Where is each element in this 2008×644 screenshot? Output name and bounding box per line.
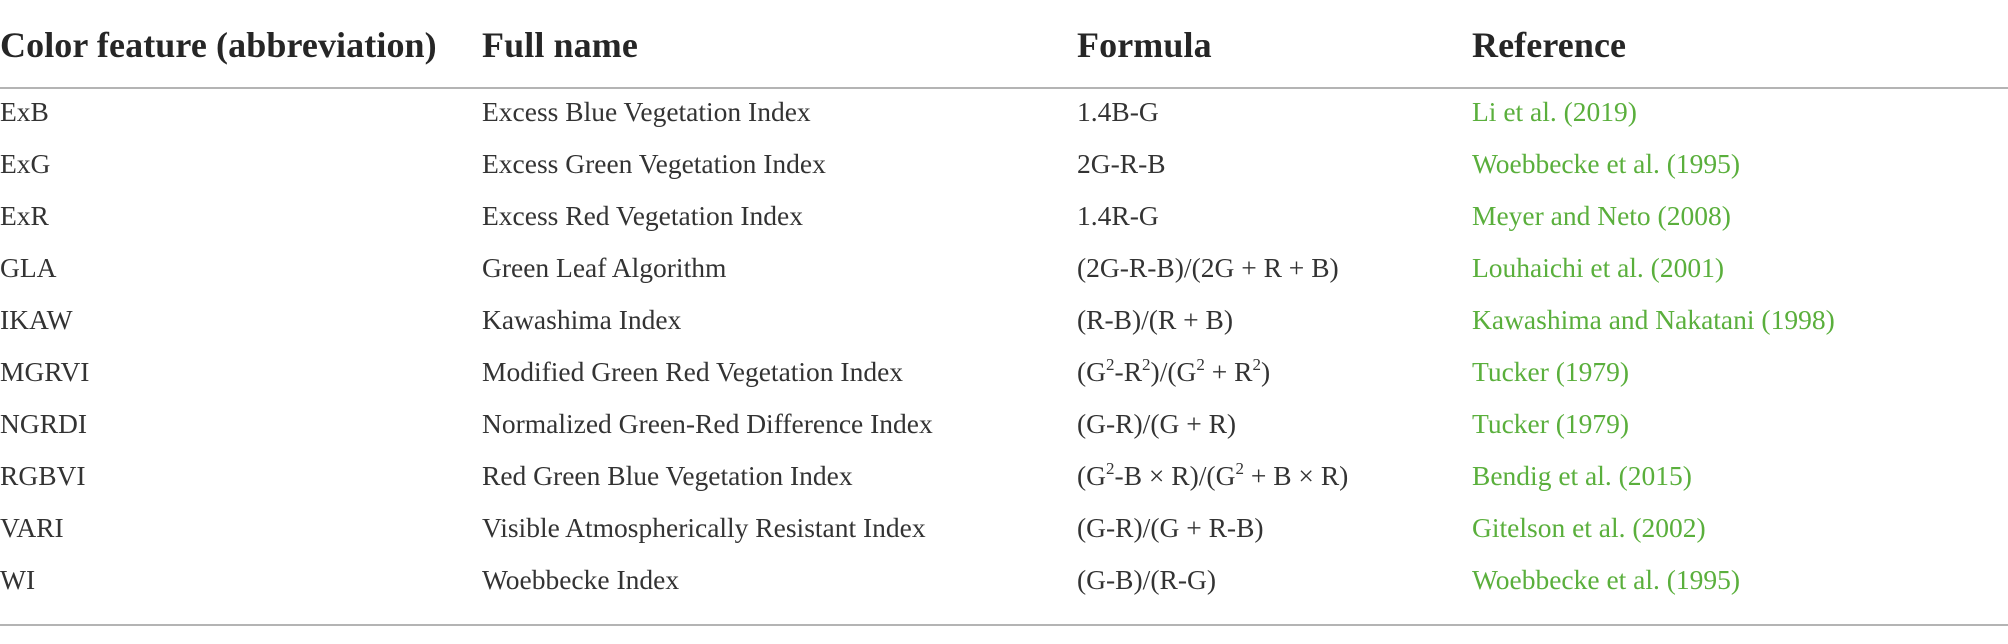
reference-link[interactable]: Tucker (1979) bbox=[1472, 356, 1630, 387]
cell-formula: (2G-R-B)/(2G + R + B) bbox=[1077, 252, 1339, 284]
cell-abbreviation: IKAW bbox=[0, 304, 73, 335]
cell-abbreviation: RGBVI bbox=[0, 460, 86, 491]
table-row: ExB Excess Blue Vegetation Index 1.4B-G Li … bbox=[0, 89, 2008, 141]
cell-full-name: Woebbecke Index bbox=[482, 564, 680, 595]
cell-formula: (G-R)/(G + R) bbox=[1077, 408, 1236, 440]
cell-formula: (R-B)/(R + B) bbox=[1077, 304, 1233, 336]
formula-text: (G-R)/(G + R-B) bbox=[1077, 512, 1264, 543]
formula-text: 1.4B-G bbox=[1077, 96, 1159, 127]
cell-full-name: Red Green Blue Vegetation Index bbox=[482, 460, 853, 491]
reference-link[interactable]: Woebbecke et al. (1995) bbox=[1472, 564, 1741, 595]
header-color-feature: Color feature (abbreviation) bbox=[0, 25, 437, 65]
reference-link[interactable]: Bendig et al. (2015) bbox=[1472, 460, 1692, 491]
cell-formula: 1.4B-G bbox=[1077, 96, 1159, 128]
cell-formula: 2G-R-B bbox=[1077, 148, 1166, 180]
cell-formula: (G2-B × R)/(G2 + B × R) bbox=[1077, 460, 1348, 492]
table-row: RGBVI Red Green Blue Vegetation Index (G2-… bbox=[0, 453, 2008, 505]
table-row: ExR Excess Red Vegetation Index 1.4R-G Meye… bbox=[0, 193, 2008, 245]
formula-text: )/(G bbox=[1150, 356, 1197, 387]
cell-abbreviation: GLA bbox=[0, 252, 57, 283]
table-row: IKAW Kawashima Index (R-B)/(R + B) Kawashim… bbox=[0, 297, 2008, 349]
table-row: VARI Visible Atmospherically Resistant In… bbox=[0, 505, 2008, 557]
table-bottom-rule bbox=[0, 624, 2008, 626]
header-full-name: Full name bbox=[482, 25, 638, 65]
reference-link[interactable]: Gitelson et al. (2002) bbox=[1472, 512, 1706, 543]
reference-link[interactable]: Meyer and Neto (2008) bbox=[1472, 200, 1731, 231]
cell-full-name: Excess Green Vegetation Index bbox=[482, 148, 826, 179]
reference-link[interactable]: Li et al. (2019) bbox=[1472, 96, 1637, 127]
formula-text: (G-B)/(R-G) bbox=[1077, 564, 1216, 595]
cell-abbreviation: ExG bbox=[0, 148, 51, 179]
formula-superscript: 2 bbox=[1142, 355, 1151, 374]
cell-abbreviation: ExR bbox=[0, 200, 49, 231]
table-header-row: Color feature (abbreviation) Full name F… bbox=[0, 0, 2008, 89]
cell-abbreviation: WI bbox=[0, 564, 36, 595]
formula-superscript: 2 bbox=[1252, 355, 1261, 374]
cell-full-name: Kawashima Index bbox=[482, 304, 682, 335]
cell-formula: (G-B)/(R-G) bbox=[1077, 564, 1216, 596]
reference-link[interactable]: Louhaichi et al. (2001) bbox=[1472, 252, 1724, 283]
formula-text: (G-R)/(G + R) bbox=[1077, 408, 1237, 439]
cell-abbreviation: ExB bbox=[0, 96, 49, 127]
header-formula: Formula bbox=[1077, 25, 1212, 65]
formula-text: -B × R)/(G bbox=[1114, 460, 1236, 491]
cell-abbreviation: VARI bbox=[0, 512, 64, 543]
table-row: ExG Excess Green Vegetation Index 2G-R-B Wo… bbox=[0, 141, 2008, 193]
cell-full-name: Green Leaf Algorithm bbox=[482, 252, 727, 283]
table-row: WI Woebbecke Index (G-B)/(R-G) Woebbecke et… bbox=[0, 557, 2008, 609]
formula-text: -R bbox=[1114, 356, 1143, 387]
cell-formula: (G2-R2)/(G2 + R2) bbox=[1077, 356, 1270, 388]
formula-text: (G bbox=[1077, 356, 1107, 387]
formula-text: (R-B)/(R + B) bbox=[1077, 304, 1234, 335]
formula-text: + R bbox=[1204, 356, 1253, 387]
cell-full-name: Normalized Green-Red Difference Index bbox=[482, 408, 933, 439]
cell-abbreviation: NGRDI bbox=[0, 408, 88, 439]
cell-full-name: Excess Blue Vegetation Index bbox=[482, 96, 811, 127]
table-body: ExB Excess Blue Vegetation Index 1.4B-G Li … bbox=[0, 89, 2008, 609]
formula-text: 1.4R-G bbox=[1077, 200, 1159, 231]
formula-text: ) bbox=[1260, 356, 1271, 387]
header-reference: Reference bbox=[1472, 25, 1627, 65]
formula-superscript: 2 bbox=[1106, 355, 1115, 374]
cell-full-name: Modified Green Red Vegetation Index bbox=[482, 356, 904, 387]
formula-superscript: 2 bbox=[1106, 459, 1115, 478]
reference-link[interactable]: Kawashima and Nakatani (1998) bbox=[1472, 304, 1835, 335]
reference-link[interactable]: Tucker (1979) bbox=[1472, 408, 1630, 439]
cell-full-name: Visible Atmospherically Resistant Index bbox=[482, 512, 926, 543]
formula-text: + B × R) bbox=[1243, 460, 1349, 491]
formula-superscript: 2 bbox=[1235, 459, 1244, 478]
formula-text: (G bbox=[1077, 460, 1107, 491]
formula-text: 2G-R-B bbox=[1077, 148, 1166, 179]
data-table: Color feature (abbreviation) Full name F… bbox=[0, 0, 2008, 609]
formula-text: (2G-R-B)/(2G + R + B) bbox=[1077, 252, 1339, 283]
table-row: GLA Green Leaf Algorithm (2G-R-B)/(2G + R … bbox=[0, 245, 2008, 297]
cell-formula: 1.4R-G bbox=[1077, 200, 1159, 232]
cell-full-name: Excess Red Vegetation Index bbox=[482, 200, 804, 231]
cell-formula: (G-R)/(G + R-B) bbox=[1077, 512, 1264, 544]
reference-link[interactable]: Woebbecke et al. (1995) bbox=[1472, 148, 1741, 179]
formula-superscript: 2 bbox=[1196, 355, 1205, 374]
cell-abbreviation: MGRVI bbox=[0, 356, 90, 387]
table-row: MGRVI Modified Green Red Vegetation Index… bbox=[0, 349, 2008, 401]
table-row: NGRDI Normalized Green-Red Difference Ind… bbox=[0, 401, 2008, 453]
